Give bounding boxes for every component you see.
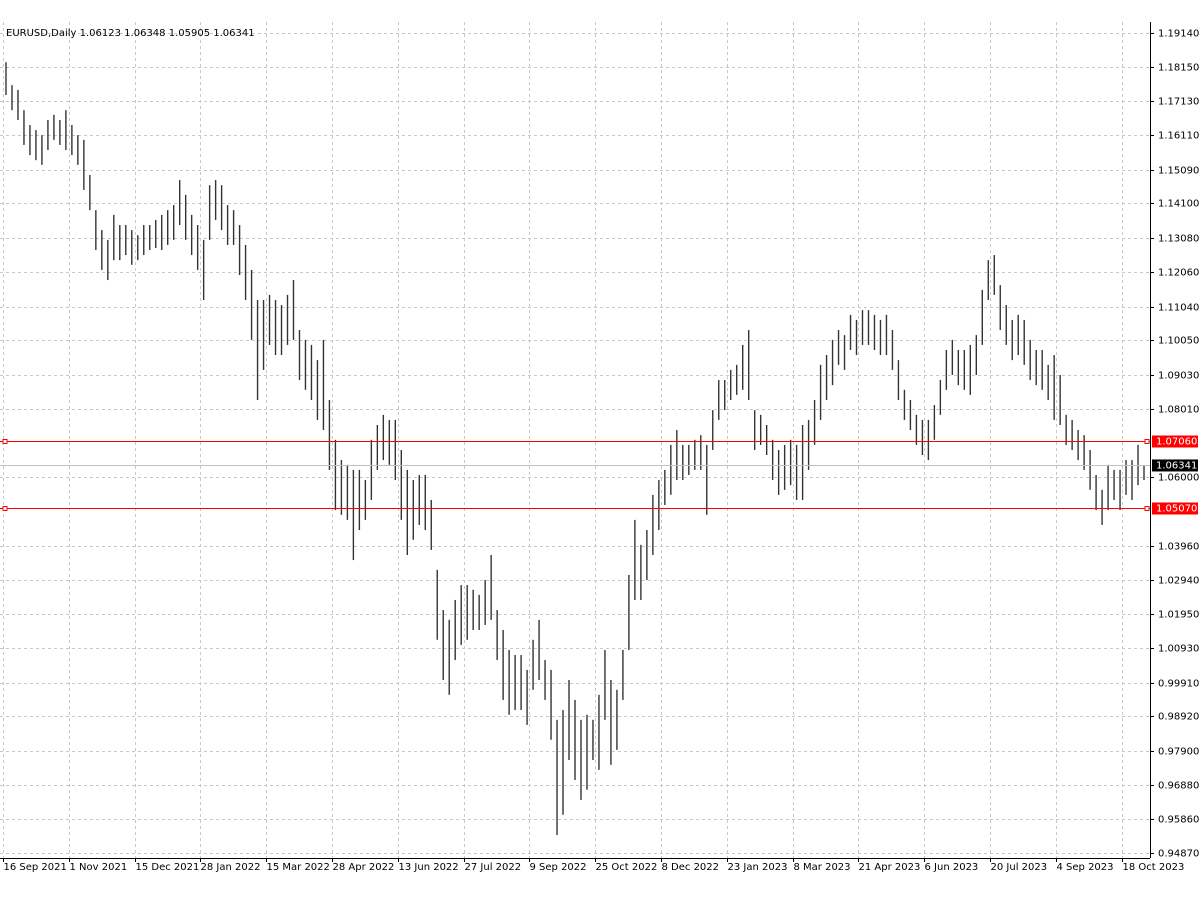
level-handle bbox=[2, 439, 8, 444]
y-tick-label: 1.09030 bbox=[1158, 371, 1199, 382]
x-tick-label: 6 Jun 2023 bbox=[925, 862, 979, 873]
x-tick-label: 8 Dec 2022 bbox=[662, 862, 720, 873]
level-label-box bbox=[1152, 435, 1198, 448]
y-tick-label: 1.01950 bbox=[1158, 610, 1199, 621]
level-label: 1.07060 bbox=[1156, 437, 1197, 448]
last-price-box bbox=[1152, 459, 1198, 472]
level-label: 1.05070 bbox=[1156, 504, 1197, 515]
y-tick-label: 1.14100 bbox=[1158, 199, 1199, 210]
y-tick-label: 1.12060 bbox=[1158, 268, 1199, 279]
y-tick-label: 1.15090 bbox=[1158, 166, 1199, 177]
chart-header: EURUSD,Daily 1.06123 1.06348 1.05905 1.0… bbox=[6, 28, 255, 39]
y-tick-label: 0.97900 bbox=[1158, 747, 1199, 758]
x-tick-label: 27 Jul 2022 bbox=[465, 862, 522, 873]
x-tick-label: 20 Jul 2023 bbox=[991, 862, 1048, 873]
y-tick-label: 1.00930 bbox=[1158, 644, 1199, 655]
y-tick-label: 1.16110 bbox=[1158, 131, 1199, 142]
y-tick-label: 1.18150 bbox=[1158, 63, 1199, 74]
x-tick-label: 1 Nov 2021 bbox=[70, 862, 128, 873]
y-tick-label: 1.03960 bbox=[1158, 542, 1199, 553]
x-tick-label: 16 Sep 2021 bbox=[4, 862, 67, 873]
last-price-label: 1.06341 bbox=[1156, 460, 1197, 471]
y-tick-label: 0.99910 bbox=[1158, 679, 1199, 690]
header-value: 1.06348 bbox=[124, 28, 165, 39]
symbol: EURUSD,Daily bbox=[6, 28, 77, 39]
x-tick-label: 13 Jun 2022 bbox=[399, 862, 459, 873]
overlays bbox=[0, 439, 1150, 511]
header-value: 1.05905 bbox=[169, 28, 210, 39]
y-tick-label: 1.13080 bbox=[1158, 234, 1199, 245]
x-tick-label: 21 Apr 2023 bbox=[859, 862, 921, 873]
x-tick-label: 25 Oct 2022 bbox=[596, 862, 658, 873]
x-tick-label: 8 Mar 2023 bbox=[794, 862, 851, 873]
y-tick-label: 0.98920 bbox=[1158, 712, 1199, 723]
x-tick-label: 28 Jan 2022 bbox=[201, 862, 261, 873]
y-tick-label: 1.19140 bbox=[1158, 29, 1199, 40]
y-tick-label: 0.96880 bbox=[1158, 781, 1199, 792]
x-tick-label: 18 Oct 2023 bbox=[1123, 862, 1185, 873]
y-tick-label: 1.11040 bbox=[1158, 303, 1199, 314]
y-tick-label: 1.08010 bbox=[1158, 405, 1199, 416]
y-tick-label: 1.10050 bbox=[1158, 336, 1199, 347]
y-tick-label: 1.02940 bbox=[1158, 576, 1199, 587]
x-tick-label: 4 Sep 2023 bbox=[1057, 862, 1114, 873]
price-bars bbox=[5, 62, 1145, 836]
level-label-box bbox=[1152, 502, 1198, 515]
x-tick-label: 28 Apr 2022 bbox=[333, 862, 395, 873]
header-value: 1.06341 bbox=[213, 28, 254, 39]
x-tick-label: 15 Mar 2022 bbox=[267, 862, 330, 873]
header-value: 1.06123 bbox=[80, 28, 121, 39]
level-handle bbox=[1144, 439, 1150, 444]
y-tick-label: 0.95860 bbox=[1158, 815, 1199, 826]
x-tick-label: 15 Dec 2021 bbox=[136, 862, 200, 873]
y-tick-label: 1.06000 bbox=[1158, 473, 1199, 484]
level-handle bbox=[2, 506, 8, 511]
x-tick-label: 23 Jan 2023 bbox=[728, 862, 788, 873]
y-tick-label: 0.94870 bbox=[1158, 849, 1199, 860]
level-handle bbox=[1144, 506, 1150, 511]
grid bbox=[0, 22, 1150, 858]
x-tick-label: 9 Sep 2022 bbox=[530, 862, 587, 873]
y-tick-label: 1.17130 bbox=[1158, 97, 1199, 108]
